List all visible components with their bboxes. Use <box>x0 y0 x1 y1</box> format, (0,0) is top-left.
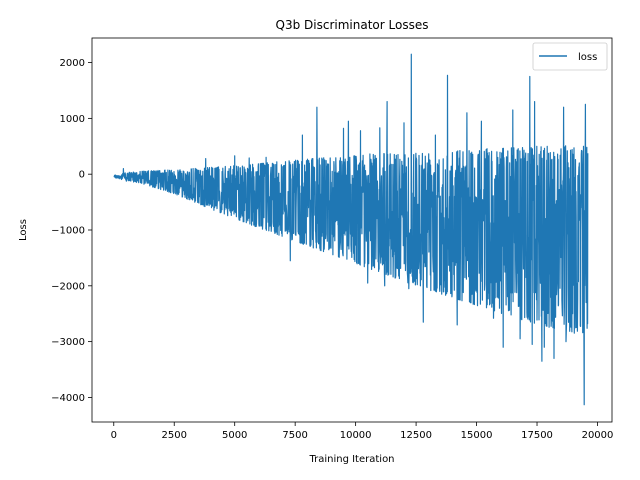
x-tick-label: 12500 <box>400 430 432 441</box>
y-tick-label: −3000 <box>51 337 85 348</box>
y-tick-label: 0 <box>79 170 85 181</box>
x-axis-label: Training Iteration <box>308 454 394 465</box>
y-tick-label: −4000 <box>51 393 85 404</box>
legend: loss <box>533 43 607 70</box>
y-tick-label: −2000 <box>51 281 85 292</box>
x-tick-label: 2500 <box>162 430 187 441</box>
x-tick-label: 20000 <box>582 430 614 441</box>
y-tick-label: 2000 <box>60 58 85 69</box>
y-tick-label: 1000 <box>60 114 85 125</box>
y-axis-label: Loss <box>18 219 29 241</box>
x-tick-label: 17500 <box>521 430 553 441</box>
x-tick-label: 10000 <box>340 430 372 441</box>
x-tick-label: 15000 <box>461 430 493 441</box>
legend-label-loss: loss <box>578 52 597 63</box>
x-tick-label: 5000 <box>222 430 247 441</box>
chart-title: Q3b Discriminator Losses <box>276 18 429 32</box>
x-tick-label: 0 <box>111 430 117 441</box>
x-tick-label: 7500 <box>282 430 307 441</box>
y-tick-label: −1000 <box>51 226 85 237</box>
